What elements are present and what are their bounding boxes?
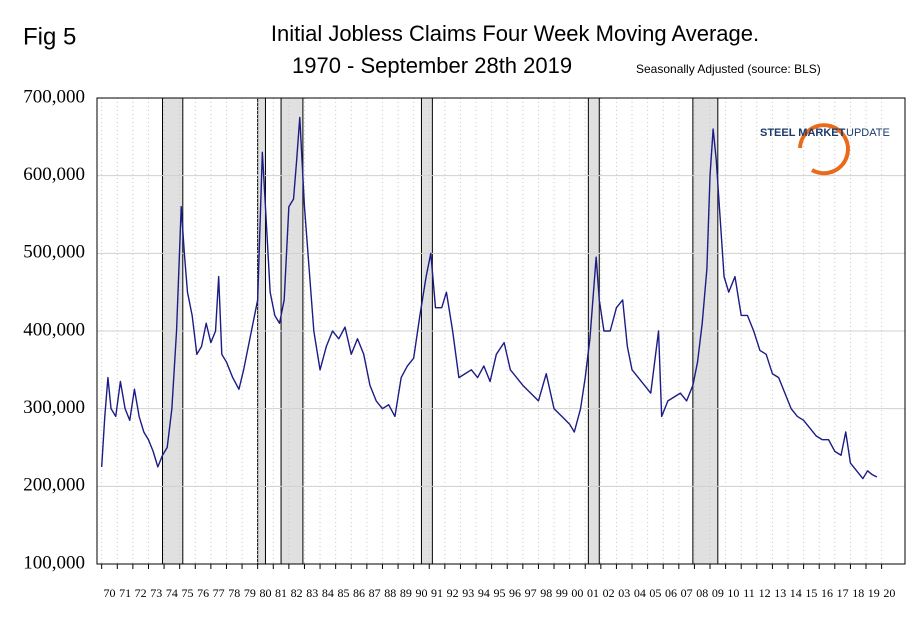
- x-tick-label: 07: [681, 586, 693, 600]
- figure-label: Fig 5: [23, 23, 76, 50]
- x-tick-label: 83: [306, 586, 318, 600]
- x-tick-label: 04: [634, 586, 646, 600]
- y-tick-label: 100,000: [23, 552, 85, 573]
- y-tick-label: 300,000: [23, 397, 85, 418]
- x-tick-label: 71: [119, 586, 131, 600]
- x-tick-label: 88: [384, 586, 396, 600]
- x-tick-label: 90: [415, 586, 427, 600]
- x-tick-label: 80: [259, 586, 271, 600]
- x-tick-label: 72: [135, 586, 147, 600]
- x-tick-label: 17: [837, 586, 849, 600]
- x-tick-label: 75: [181, 586, 193, 600]
- x-tick-label: 20: [883, 586, 895, 600]
- x-tick-label: 05: [649, 586, 661, 600]
- x-tick-label: 85: [337, 586, 349, 600]
- x-tick-label: 78: [228, 586, 240, 600]
- x-tick-label: 82: [291, 586, 303, 600]
- x-tick-label: 81: [275, 586, 287, 600]
- y-tick-label: 600,000: [23, 164, 85, 185]
- x-tick-label: 16: [821, 586, 833, 600]
- plot-border: [96, 97, 906, 565]
- x-tick-label: 98: [540, 586, 552, 600]
- plot-area: 100,000 200,000 300,000 400,000 500,000 600,0…: [23, 86, 906, 600]
- logo-bold: STEEL MARKET: [760, 127, 846, 139]
- x-tick-label: 86: [353, 586, 365, 600]
- data-line: [100, 116, 878, 480]
- y-tick-label: 700,000: [23, 86, 85, 107]
- x-tick-label: 15: [805, 586, 817, 600]
- x-tick-label: 14: [790, 586, 802, 600]
- x-tick-label: 79: [244, 586, 256, 600]
- x-tick-label: 84: [322, 586, 334, 600]
- x-tick-label: 76: [197, 586, 209, 600]
- x-tick-label: 13: [774, 586, 786, 600]
- x-tick-label: 03: [618, 586, 630, 600]
- x-tick-label: 91: [431, 586, 443, 600]
- x-tick-label: 12: [759, 586, 771, 600]
- logo-swoosh: [798, 123, 850, 176]
- x-tick-label: 99: [556, 586, 568, 600]
- x-tick-label: 89: [400, 586, 412, 600]
- x-tick-label: 18: [852, 586, 864, 600]
- y-tick-label: 500,000: [23, 242, 85, 263]
- x-tick-label: 93: [462, 586, 474, 600]
- y-tick-label: 400,000: [23, 319, 85, 340]
- x-tick-label: 10: [727, 586, 739, 600]
- x-tick-label: 70: [103, 586, 115, 600]
- x-tick-label: 94: [478, 586, 490, 600]
- chart-title: Initial Jobless Claims Four Week Moving …: [271, 21, 759, 46]
- x-tick-label: 92: [447, 586, 459, 600]
- x-tick-label: 08: [696, 586, 708, 600]
- x-tick-label: 09: [712, 586, 724, 600]
- x-tick-label: 19: [868, 586, 880, 600]
- x-tick-label: 95: [493, 586, 505, 600]
- x-tick-label: 02: [603, 586, 615, 600]
- x-tick-label: 01: [587, 586, 599, 600]
- x-tick-label: 96: [509, 586, 521, 600]
- x-tick-label: 00: [571, 586, 583, 600]
- x-tick-label: 97: [525, 586, 537, 600]
- x-tick-label: 73: [150, 586, 162, 600]
- logo-light: UPDATE: [846, 127, 890, 139]
- chart-subtitle: 1970 - September 28th 2019: [292, 53, 572, 78]
- chart-note: Seasonally Adjusted (source: BLS): [636, 62, 821, 76]
- x-tick-label: 74: [166, 586, 178, 600]
- y-tick-label: 200,000: [23, 475, 85, 496]
- x-tick-label: 77: [213, 586, 225, 600]
- x-tick-label: 11: [743, 586, 755, 600]
- x-tick-label: 06: [665, 586, 677, 600]
- x-tick-label: 87: [369, 586, 381, 600]
